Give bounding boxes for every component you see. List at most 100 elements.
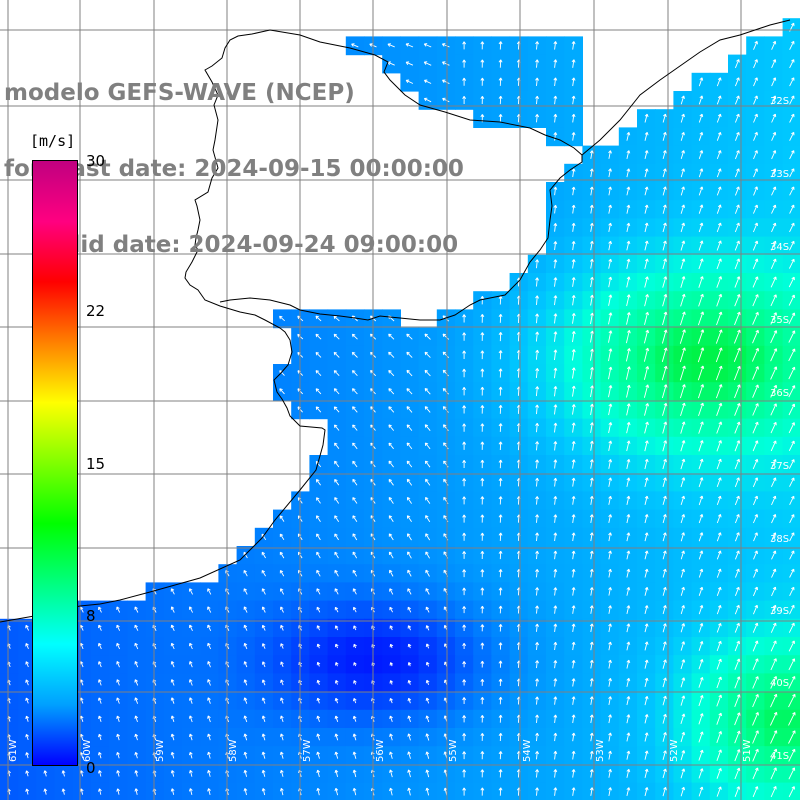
wind-arrow <box>662 131 667 141</box>
wind-arrow <box>589 678 594 687</box>
wind-arrow <box>698 222 704 233</box>
wind-arrow <box>590 403 594 415</box>
wind-arrow <box>589 240 594 251</box>
wind-arrow <box>771 186 777 196</box>
wind-arrow <box>425 533 431 541</box>
wind-arrow <box>553 41 558 50</box>
wind-arrow <box>188 624 193 631</box>
wind-arrow <box>480 95 485 105</box>
wind-arrow <box>698 421 704 434</box>
wind-arrow <box>716 568 722 578</box>
wind-arrow <box>462 569 467 578</box>
wind-arrow <box>352 533 358 541</box>
wind-arrow <box>698 113 704 123</box>
wind-arrow <box>589 769 594 778</box>
colorbar-tick-8: 8 <box>86 607 96 625</box>
wind-arrow <box>535 404 540 415</box>
wind-arrow <box>553 769 558 778</box>
wind-arrow <box>626 186 631 196</box>
wind-arrow <box>571 186 576 196</box>
wind-arrow <box>626 659 631 669</box>
wind-arrow <box>770 640 777 652</box>
wind-arrow <box>626 276 631 288</box>
wind-arrow <box>571 422 576 433</box>
wind-arrow <box>608 276 613 288</box>
wind-arrow <box>480 787 485 796</box>
wind-arrow <box>462 350 467 359</box>
wind-arrow <box>716 731 723 743</box>
wind-arrow <box>462 77 467 86</box>
wind-arrow <box>388 424 395 431</box>
wind-arrow <box>116 624 121 631</box>
wind-arrow <box>788 276 795 288</box>
wind-arrow <box>770 767 777 780</box>
wind-arrow <box>753 150 758 160</box>
wind-arrow <box>589 204 594 214</box>
wind-arrow <box>207 697 211 704</box>
wind-arrow <box>388 351 395 358</box>
wind-arrow <box>352 697 357 704</box>
wind-arrow <box>316 697 321 704</box>
wind-arrow <box>406 515 412 523</box>
wind-arrow <box>553 714 558 723</box>
lon-label-60W: 60W <box>82 739 93 762</box>
wind-arrow <box>388 333 395 340</box>
wind-arrow <box>462 606 467 614</box>
wind-arrow <box>498 77 503 86</box>
wind-arrow <box>644 403 650 416</box>
wind-arrow <box>498 678 503 687</box>
wind-arrow <box>116 788 121 795</box>
wind-arrow <box>334 733 339 741</box>
wind-arrow <box>644 768 649 779</box>
wind-arrow <box>352 551 358 559</box>
wind-arrow <box>334 569 339 577</box>
wind-arrow <box>352 515 358 522</box>
wind-arrow <box>480 496 485 505</box>
wind-arrow <box>406 424 413 431</box>
wind-arrow <box>716 258 722 270</box>
wind-arrow <box>25 697 29 704</box>
wind-arrow <box>680 532 685 542</box>
wind-arrow <box>662 786 667 797</box>
wind-arrow <box>334 715 339 722</box>
wind-arrow <box>680 568 685 578</box>
wind-arrow <box>680 150 685 160</box>
wind-arrow <box>608 459 613 469</box>
wind-arrow <box>351 370 358 377</box>
wind-arrow <box>553 550 558 560</box>
wind-arrow <box>424 442 431 450</box>
wind-arrow <box>98 624 102 631</box>
wind-arrow <box>134 606 139 613</box>
wind-arrow <box>334 787 339 796</box>
wind-arrow <box>789 586 795 596</box>
wind-arrow <box>480 751 485 760</box>
wind-arrow <box>480 569 485 578</box>
wind-arrow <box>243 679 248 686</box>
wind-arrow <box>279 315 285 322</box>
wind-arrow <box>789 240 795 251</box>
wind-arrow <box>643 329 650 344</box>
wind-arrow <box>316 661 321 667</box>
wind-arrow <box>280 624 284 631</box>
wind-arrow <box>498 423 503 432</box>
wind-arrow <box>771 514 777 524</box>
wind-arrow <box>405 61 414 66</box>
wind-arrow <box>697 365 705 381</box>
wind-arrow <box>261 715 266 723</box>
wind-arrow <box>553 367 558 379</box>
wind-arrow <box>752 658 759 671</box>
wind-arrow <box>316 625 321 631</box>
wind-arrow <box>770 258 777 269</box>
wind-arrow <box>788 676 796 689</box>
wind-arrow <box>770 294 777 307</box>
wind-arrow <box>626 495 631 505</box>
wind-arrow <box>698 240 704 251</box>
wind-arrow <box>752 276 759 288</box>
wind-arrow <box>334 697 339 704</box>
wind-arrow <box>316 533 321 541</box>
wind-arrow <box>644 532 649 542</box>
wind-arrow <box>716 786 722 797</box>
wind-arrow <box>352 769 357 778</box>
wind-arrow <box>462 95 467 104</box>
